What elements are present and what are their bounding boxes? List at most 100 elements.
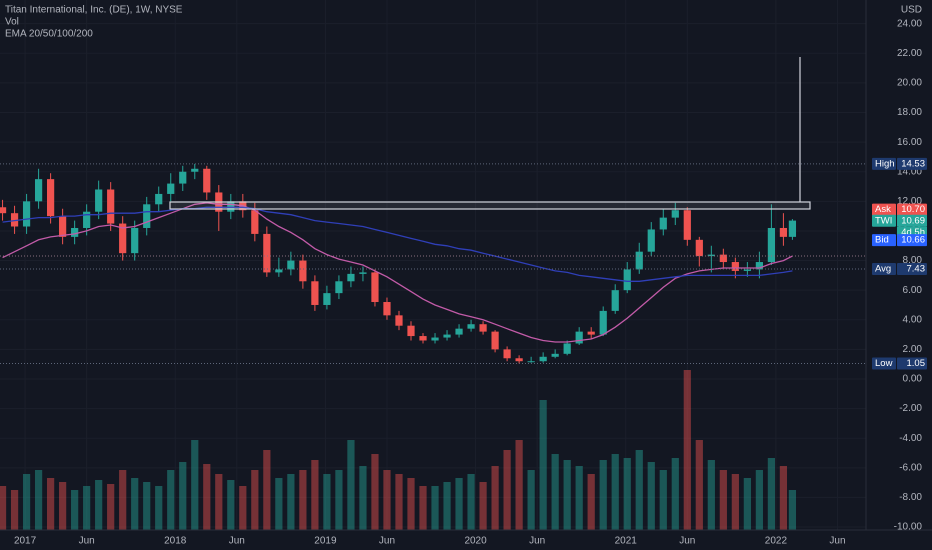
price-label-box: [872, 203, 896, 216]
volume-bar: [527, 470, 535, 530]
price-label-box: [872, 357, 896, 370]
volume-bar: [143, 482, 151, 530]
grid: [0, 0, 866, 530]
candle-body: [95, 189, 103, 212]
x-tick-label: 2018: [164, 536, 187, 547]
price-label-value: 14.53: [901, 158, 925, 169]
candle-body: [455, 328, 463, 335]
price-label-value: 10.69: [901, 215, 925, 226]
price-label-name: High: [875, 158, 895, 169]
volume-bar: [731, 474, 739, 530]
candle-body: [10, 213, 19, 227]
candle-body: [395, 315, 403, 326]
x-tick-label: Jun: [79, 536, 95, 547]
candle-body: [443, 334, 451, 338]
y-tick-label: 18.00: [897, 107, 922, 118]
price-value-box: [897, 357, 927, 370]
candle-body: [83, 211, 91, 228]
volume-bar: [167, 470, 175, 530]
candle-body: [491, 331, 499, 350]
x-tick-label: Jun: [529, 536, 545, 547]
price-value-box: [897, 234, 927, 247]
volume-bar: [575, 466, 583, 530]
candle-body: [347, 273, 355, 282]
volume-bar: [491, 466, 499, 530]
volume-bar: [347, 440, 355, 530]
candle-body: [419, 336, 427, 341]
candle-body: [0, 207, 7, 214]
candle-body: [203, 168, 211, 193]
volume-bar: [323, 474, 331, 530]
candle-body: [34, 179, 43, 202]
candle-body: [779, 227, 788, 237]
volume-bar: [395, 474, 403, 530]
price-label-name: TWI: [875, 215, 892, 226]
x-tick-label: 2022: [765, 536, 788, 547]
x-tick-label: 2019: [314, 536, 337, 547]
y-tick-label: 4.00: [903, 314, 923, 325]
candle-body: [131, 227, 139, 254]
volume-bar: [155, 486, 163, 530]
x-tick-label: 2021: [615, 536, 638, 547]
price-value-box: [897, 262, 927, 275]
y-tick-label: 2.00: [903, 344, 923, 355]
volume-bar: [191, 440, 199, 530]
volume-bar: [743, 478, 751, 530]
candle-body: [287, 260, 295, 270]
volume-bar: [83, 486, 91, 530]
countdown: 4d 5h: [901, 227, 925, 238]
volume-bar: [179, 462, 187, 530]
candle-body: [719, 254, 727, 263]
volume-bar: [563, 460, 571, 530]
volume-bar: [47, 478, 55, 530]
candle-body: [71, 227, 79, 237]
candle-body: [383, 302, 391, 316]
price-label-box: [872, 157, 896, 170]
y-tick-label: 8.00: [903, 255, 923, 266]
candle-body: [683, 210, 691, 240]
candle-body: [635, 251, 643, 270]
price-label-value: 10.70: [901, 204, 925, 215]
volume-bar: [22, 474, 31, 530]
drawn-rectangle: [169, 201, 811, 210]
candle-body: [47, 179, 55, 217]
volume-pane: [0, 370, 797, 530]
candle-body: [647, 229, 655, 252]
price-label-value: 7.43: [907, 264, 926, 275]
y-tick-label: -8.00: [899, 492, 922, 503]
countdown-box: [897, 226, 927, 238]
x-tick-label: 2020: [464, 536, 487, 547]
candle-body: [788, 220, 797, 237]
x-tick-label: Jun: [679, 536, 695, 547]
price-label-name: Bid: [875, 235, 889, 246]
candle-body: [563, 343, 571, 354]
candle-body: [599, 310, 607, 335]
volume-bar: [203, 464, 211, 530]
candle-body: [227, 201, 235, 212]
volume-bar: [407, 478, 415, 530]
volume-bar: [611, 454, 619, 530]
price-label-value: 1.05: [907, 358, 926, 369]
volume-bar: [779, 466, 788, 530]
volume-bar: [659, 470, 667, 530]
price-label-box: [872, 214, 896, 227]
indicator-label: Vol: [5, 17, 19, 28]
volume-bar: [671, 458, 679, 530]
candle-body: [659, 217, 667, 230]
y-tick-label: 12.00: [897, 196, 922, 207]
volume-bar: [299, 470, 307, 530]
candle-body: [611, 290, 619, 311]
volume-bar: [551, 454, 559, 530]
price-label-name: Avg: [875, 264, 891, 275]
y-tick-label: 20.00: [897, 78, 922, 89]
volume-bar: [311, 460, 319, 530]
y-tick-label: 16.00: [897, 137, 922, 148]
candle-body: [311, 281, 319, 305]
price-label-value: 10.66: [901, 235, 925, 246]
volume-bar: [635, 450, 643, 530]
y-tick-label: -4.00: [899, 433, 922, 444]
candle-body: [167, 183, 175, 194]
